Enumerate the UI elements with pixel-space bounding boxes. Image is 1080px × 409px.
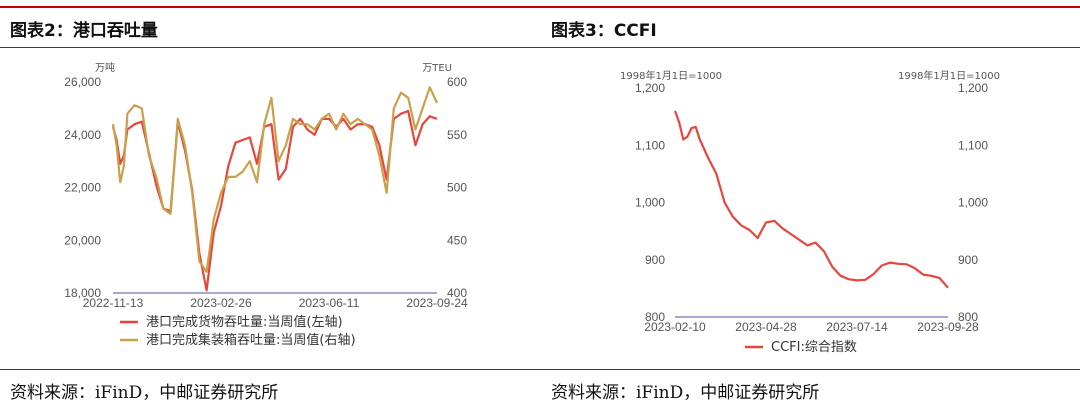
right-axis-unit: 1998年1月1日=1000: [898, 69, 1000, 82]
y-right-tick: 800: [958, 310, 978, 324]
right-panel-title: 图表3：CCFI: [551, 21, 657, 41]
x-tick: 2023-09-24: [406, 296, 468, 310]
source-divider: [0, 369, 1080, 370]
y-left-tick: 24,000: [64, 128, 101, 142]
y-left-tick: 22,000: [64, 181, 101, 195]
y-right-tick: 900: [958, 253, 978, 267]
y-left-tick: 1,200: [635, 81, 665, 95]
port-throughput-chart: 万吨 万TEU 18,000 20,000 22,000 24,000 26,000 400 4…: [64, 61, 468, 348]
y-right-tick: 550: [447, 128, 467, 142]
x-tick: 2023-04-28: [735, 320, 797, 334]
title-divider: [0, 47, 1080, 48]
x-tick: 2023-07-14: [826, 320, 888, 334]
y-left-tick: 800: [645, 310, 665, 324]
y-right-tick: 450: [447, 233, 467, 247]
y-right-tick: 1,000: [958, 196, 988, 210]
y-left-tick: 26,000: [64, 75, 101, 89]
right-source-note: 资料来源：iFinD，中邮证券研究所: [551, 383, 820, 403]
legend-label: CCFI:综合指数: [771, 340, 857, 355]
y-right-tick: 1,100: [958, 138, 988, 152]
y-right-tick: 600: [447, 75, 467, 89]
x-tick: 2022-11-13: [83, 296, 144, 310]
legend-label: 港口完成集装箱吞吐量:当周值(右轴): [146, 332, 356, 348]
series-line: [111, 86, 439, 273]
right-axis-unit: 万TEU: [422, 63, 452, 74]
left-axis-unit: 1998年1月1日=1000: [620, 69, 722, 82]
ccfi-chart: 1998年1月1日=1000 1998年1月1日=1000 800 900 1,000 1…: [620, 69, 1000, 355]
y-right-tick: 1,200: [958, 81, 988, 95]
series-line: [673, 110, 949, 289]
y-left-tick: 20,000: [64, 233, 101, 247]
x-tick: 2023-02-26: [190, 296, 252, 310]
left-panel-title: 图表2：港口吞吐量: [10, 21, 158, 41]
legend-label: 港口完成货物吞吐量:当周值(左轴): [146, 314, 343, 330]
top-accent-line: [0, 6, 1080, 8]
y-left-tick: 1,000: [635, 196, 665, 210]
y-left-tick: 18,000: [64, 286, 101, 300]
x-tick: 2023-06-11: [299, 296, 360, 310]
series-line: [111, 109, 438, 292]
x-tick: 2023-02-10: [644, 320, 706, 334]
left-source-note: 资料来源：iFinD，中邮证券研究所: [10, 383, 279, 403]
x-tick: 2023-09-28: [917, 320, 979, 334]
left-axis-unit: 万吨: [95, 61, 115, 74]
y-left-tick: 900: [645, 253, 665, 267]
y-right-tick: 500: [447, 181, 467, 195]
y-left-tick: 1,100: [635, 138, 665, 152]
y-right-tick: 400: [447, 286, 467, 300]
